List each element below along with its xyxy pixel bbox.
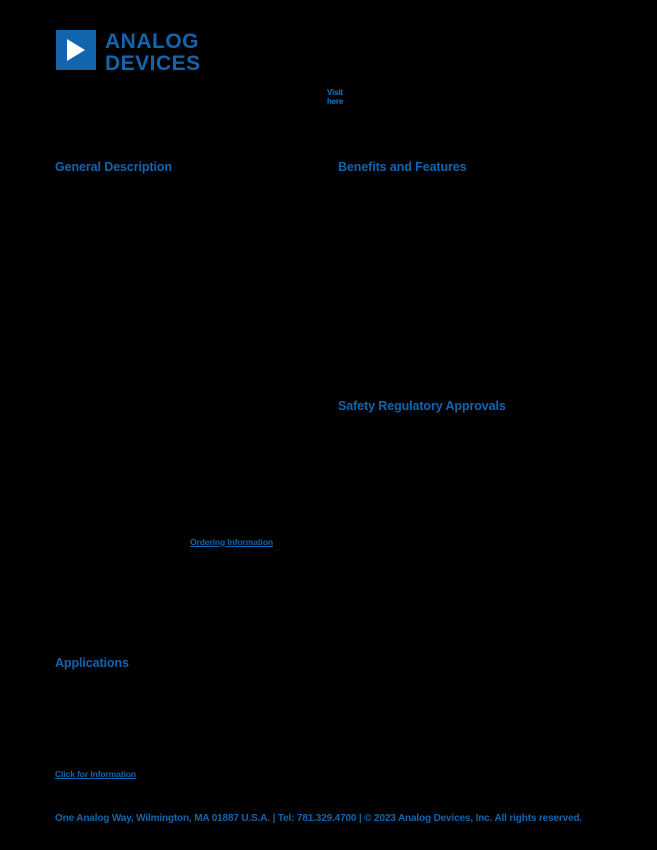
footer-address-copyright: One Analog Way, Wilmington, MA 01887 U.S… [55, 813, 583, 824]
header-marker-line1: Visit [327, 88, 343, 97]
analog-devices-logo: ANALOG DEVICES [56, 30, 216, 82]
section-heading-safety-regulatory-approvals: Safety Regulatory Approvals [338, 399, 506, 413]
logo-word-analog: ANALOG [105, 30, 199, 53]
triangle-glyph [67, 39, 85, 61]
header-marker: Visit here [327, 88, 343, 106]
section-heading-general-description: General Description [55, 160, 172, 174]
logo-wordmark: ANALOG DEVICES [105, 30, 201, 74]
logo-word-devices: DEVICES [105, 52, 201, 75]
header-marker-line2: here [327, 97, 344, 106]
analog-devices-triangle-icon [56, 30, 96, 70]
additional-information-link[interactable]: Click for Information [55, 769, 137, 779]
section-heading-applications: Applications [55, 656, 129, 670]
ordering-information-link[interactable]: Ordering Information [190, 537, 274, 547]
section-heading-benefits-and-features: Benefits and Features [338, 160, 467, 174]
